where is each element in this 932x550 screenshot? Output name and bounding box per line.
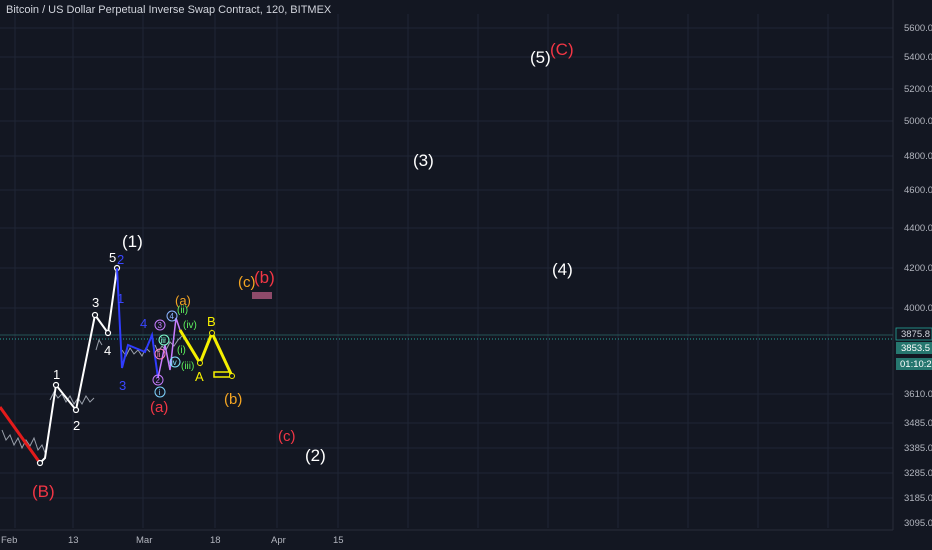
price-tick: 5400.0: [904, 52, 932, 63]
wave-label: (b): [224, 391, 242, 408]
wave-label: (c): [238, 274, 256, 291]
wave-label: (b): [254, 268, 275, 287]
purple-marker-box: [252, 292, 272, 299]
wave-label: (iii): [181, 361, 194, 372]
wave-label: 4: [140, 316, 147, 331]
price-tick: 3185.0: [904, 493, 932, 504]
wave-label: (ii): [177, 305, 188, 316]
price-tick: 3285.0: [904, 468, 932, 479]
small-circle-markers: 3 2 4 i ii iii iv: [152, 310, 181, 398]
wave-label: 4: [104, 343, 111, 358]
wave-label: (5): [530, 48, 551, 67]
wave-label: 2: [117, 252, 124, 267]
wave-label: (1): [122, 232, 143, 251]
wave-label: 1: [53, 367, 60, 382]
price-tick: 5000.0: [904, 116, 932, 127]
grid-horizontal: [0, 27, 893, 499]
white-labels: (1) (2) (3) (4) (5) 1 2 3 4 5: [53, 48, 573, 465]
marker-text: ii: [157, 350, 161, 359]
grid-vertical: [14, 14, 829, 528]
price-tick: 3485.0: [904, 418, 932, 429]
price-tick: 4600.0: [904, 185, 932, 196]
wave-label: (C): [550, 40, 574, 59]
countdown-tag-text: 01:10:29: [900, 359, 932, 370]
current-price-tag-bg: [896, 342, 932, 354]
blue-wave: [116, 267, 159, 379]
time-tick: 18: [210, 535, 221, 546]
price-tick: 4000.0: [904, 303, 932, 314]
price-tick: 5600.0: [904, 23, 932, 34]
countdown-tag-bg: [896, 358, 932, 370]
yellow-b-dot: [209, 330, 215, 336]
wave-label: (B): [32, 482, 55, 501]
yellow-mid-dot: [197, 360, 203, 366]
price-tag-text: 3875.8: [901, 329, 930, 340]
candlesticks: [1, 335, 183, 456]
price-axis: 5600.0 5400.0 5200.0 5000.0 4800.0 4600.…: [904, 23, 932, 529]
wave-label: 3: [119, 378, 126, 393]
price-tick: 4200.0: [904, 263, 932, 274]
time-tick: Feb: [1, 535, 17, 546]
marker-text: iv: [171, 358, 177, 367]
time-tick: Apr: [271, 535, 286, 546]
marker-text: 4: [170, 312, 175, 321]
yellow-target-box: [213, 371, 231, 378]
wave-label: 3: [92, 295, 99, 310]
price-tick: 5200.0: [904, 84, 932, 95]
marker-text: iii: [161, 336, 167, 345]
wave-label: (3): [413, 151, 434, 170]
time-tick: Mar: [136, 535, 152, 546]
white-impulse-wave: [39, 267, 118, 464]
marker-text: 3: [158, 321, 163, 330]
wave-label: (iv): [183, 320, 197, 331]
price-tick: 4800.0: [904, 151, 932, 162]
price-tick: 3095.0: [904, 518, 932, 529]
wave-label: (2): [305, 446, 326, 465]
blue-labels: 2 3 4 1: [117, 252, 147, 393]
sub-wave-lines: [157, 317, 181, 379]
price-tag-bg: [895, 327, 932, 341]
wave-label: (c): [278, 428, 296, 445]
chart-title: Bitcoin / US Dollar Perpetual Inverse Sw…: [6, 4, 332, 16]
yellow-end-dot: [229, 373, 235, 379]
time-tick: 15: [333, 535, 344, 546]
price-tick: 4400.0: [904, 223, 932, 234]
wave-label: 5: [109, 250, 116, 265]
time-axis: Feb 13 Mar 18 Apr 15: [1, 535, 344, 546]
marker-text: 2: [156, 376, 161, 385]
wave-label: 2: [73, 418, 80, 433]
orange-labels: (c) (a) (b): [175, 274, 256, 408]
yellow-labels: B A: [195, 314, 216, 384]
wave-label: (i): [177, 345, 186, 356]
current-price-tag-text: 3853.5: [901, 343, 930, 354]
white-wave-dots: [36, 264, 121, 467]
time-tick: 13: [68, 535, 79, 546]
red-trend-line: [0, 406, 42, 464]
wave-label: 1: [117, 291, 124, 306]
yellow-correction-wave: [178, 329, 234, 377]
red-labels: (B) (C) (a) (b) (c): [32, 40, 574, 501]
wave-label: A: [195, 369, 204, 384]
wave-label: (a): [150, 399, 168, 416]
wave-label: B: [207, 314, 216, 329]
price-tick: 3385.0: [904, 443, 932, 454]
wave-label: (a): [175, 293, 191, 308]
green-labels: (iii) (iv) (i) (ii): [177, 305, 197, 372]
price-tick: 3610.0: [904, 389, 932, 400]
marker-text: i: [159, 388, 161, 397]
wave-label: (4): [552, 260, 573, 279]
